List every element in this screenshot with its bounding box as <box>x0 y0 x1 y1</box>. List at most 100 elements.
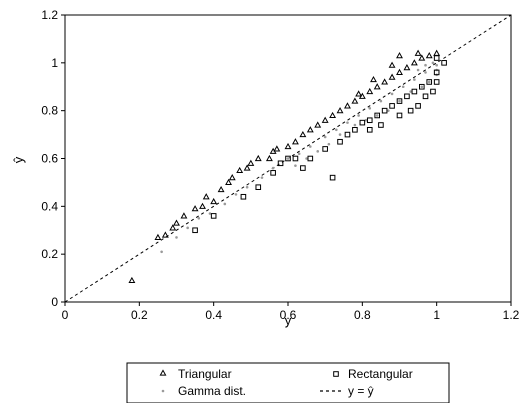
gamma-point <box>234 193 238 196</box>
triangular-point <box>236 166 244 174</box>
rectangular-point <box>337 138 343 145</box>
rectangular-point <box>415 103 421 109</box>
series-layer <box>64 14 512 303</box>
triangular-point <box>410 59 418 66</box>
x-tick-label: 0.6 <box>280 308 297 322</box>
gamma-point <box>160 250 163 254</box>
gamma-point <box>323 135 327 139</box>
triangular-point <box>344 102 351 109</box>
gamma-point <box>379 99 383 103</box>
gamma-point <box>409 90 412 93</box>
triangular-point <box>351 97 359 104</box>
y-tick-label: 0.2 <box>41 247 58 261</box>
triangular-point <box>265 154 273 162</box>
y-tick-label: 1.2 <box>41 8 58 22</box>
triangular-point <box>388 73 396 80</box>
gamma-point <box>435 63 438 67</box>
gamma-point <box>286 157 290 160</box>
triangular-point <box>414 49 422 56</box>
legend-label-triangular: Triangular <box>178 367 232 381</box>
triangular-point <box>425 52 433 59</box>
gamma-point <box>401 85 405 89</box>
y-axis-title: ŷ <box>11 156 26 163</box>
gamma-point <box>297 152 301 156</box>
y-tick-label: 1 <box>51 56 58 70</box>
gamma-point <box>197 216 201 220</box>
triangular-point <box>169 224 177 231</box>
rectangular-point <box>378 122 384 128</box>
rectangular-point <box>255 184 262 190</box>
triangular-point <box>284 142 292 150</box>
triangular-point <box>381 78 389 85</box>
triangular-point <box>202 193 210 200</box>
x-tick-label: 0.8 <box>354 308 371 322</box>
rectangular-point <box>344 131 351 138</box>
rectangular-point <box>240 193 247 200</box>
gamma-point <box>368 106 372 110</box>
y-tick-label: 0.4 <box>41 199 58 213</box>
rectangular-point <box>433 79 440 85</box>
gamma-point <box>413 78 416 81</box>
triangular-point <box>273 145 281 152</box>
gamma-point <box>186 226 189 230</box>
x-axis-title: y <box>285 313 292 328</box>
gamma-point <box>208 212 212 215</box>
triangular-point <box>291 138 299 145</box>
gamma-point <box>327 142 331 146</box>
x-tick-label: 0.2 <box>131 308 148 322</box>
gamma-point <box>398 99 401 103</box>
x-tick-label: 0.4 <box>205 308 222 322</box>
gamma-point <box>346 121 349 124</box>
rectangular-point <box>404 93 410 100</box>
legend-items <box>159 369 342 393</box>
rectangular-point <box>307 155 314 162</box>
rectangular-point <box>300 165 306 171</box>
axes-layer: 0 0.2 0.4 0.6 0.8 1 1.2 0 0.2 0.4 0.6 0.8 1 1.2 <box>41 8 519 322</box>
rectangular-point <box>366 117 373 124</box>
triangular-point <box>388 61 396 68</box>
rectangular-point <box>396 112 403 119</box>
triangular-point <box>418 54 426 61</box>
gamma-point <box>375 114 379 117</box>
y-tick-label: 0.8 <box>41 104 58 118</box>
x-tick-label: 1 <box>433 308 440 322</box>
gamma-point <box>309 145 312 148</box>
gamma-point <box>353 123 357 127</box>
triangular-point <box>396 68 403 75</box>
triangular-point <box>373 83 381 90</box>
legend-label-identity: y = ŷ <box>348 384 374 398</box>
gamma-point <box>357 114 360 117</box>
triangular-point <box>243 164 251 171</box>
rectangular-point <box>396 98 403 104</box>
rectangular-point <box>430 88 436 95</box>
rectangular-point <box>359 119 366 126</box>
legend-marker-triangular <box>159 369 167 376</box>
rectangular-point <box>433 69 440 76</box>
triangular-point <box>154 233 162 241</box>
gamma-point <box>420 85 424 89</box>
triangular-point <box>191 205 199 212</box>
rectangular-point <box>192 227 198 234</box>
rectangular-point <box>366 127 373 133</box>
triangular-point <box>370 75 377 83</box>
rectangular-point <box>329 174 336 181</box>
triangular-point <box>210 197 218 205</box>
gamma-point <box>335 128 338 132</box>
rectangular-point <box>277 160 284 167</box>
triangular-point <box>403 63 411 71</box>
triangular-point <box>355 90 363 97</box>
legend-box <box>126 362 450 403</box>
gamma-point <box>294 164 297 167</box>
triangular-point <box>254 154 262 162</box>
triangular-point <box>247 159 255 166</box>
gamma-point <box>260 176 264 179</box>
triangular-point <box>366 87 374 95</box>
rectangular-point <box>374 112 380 119</box>
gamma-point <box>338 133 342 136</box>
rectangular-point <box>210 213 217 219</box>
rectangular-point <box>322 146 328 152</box>
legend-label-gamma: Gamma dist. <box>178 384 246 398</box>
rectangular-point <box>285 155 291 162</box>
gamma-point <box>431 61 435 65</box>
